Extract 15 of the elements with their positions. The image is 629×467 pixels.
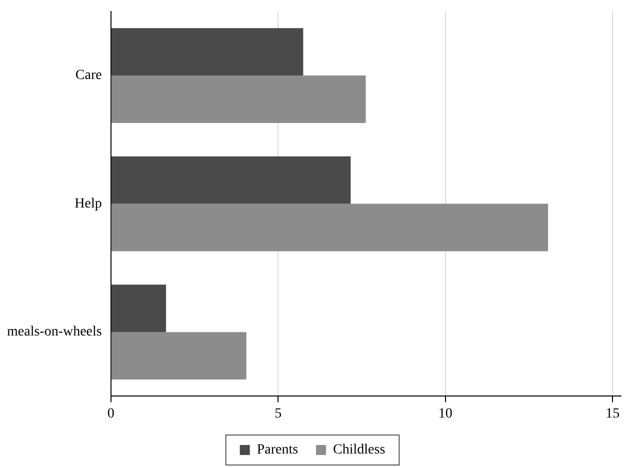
legend-label: Parents [256, 442, 298, 458]
x-tick-label: 0 [107, 406, 114, 422]
x-tick-label: 15 [606, 406, 620, 422]
y-tick-label: Care [75, 68, 102, 84]
y-tick-label: Help [74, 196, 102, 212]
bar [111, 204, 548, 252]
y-tick-label: meals-on-wheels [6, 324, 102, 340]
bar [111, 156, 351, 204]
x-tick-label: 5 [274, 406, 282, 422]
x-tick-label: 10 [438, 406, 452, 422]
bar [111, 28, 304, 76]
legend-label: Childless [333, 442, 386, 458]
bar [111, 76, 366, 123]
bar [111, 284, 166, 332]
bar [111, 332, 246, 380]
